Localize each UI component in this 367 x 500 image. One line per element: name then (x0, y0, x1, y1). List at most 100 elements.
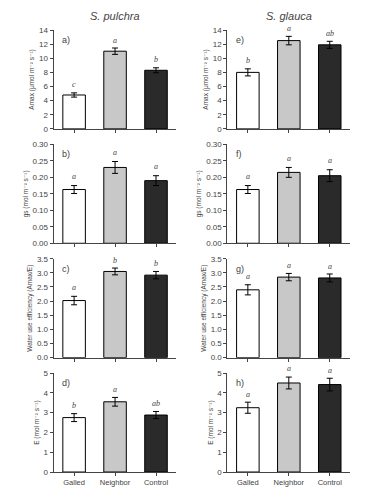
svg-text:a: a (72, 283, 76, 292)
svg-text:b: b (113, 256, 117, 265)
svg-text:0.20: 0.20 (206, 173, 222, 182)
svg-text:a: a (113, 36, 117, 45)
svg-text:a: a (328, 366, 332, 375)
svg-text:b): b) (62, 149, 70, 159)
svg-text:2.5: 2.5 (37, 283, 49, 292)
svg-text:Water use efficiency (Amax/E): Water use efficiency (Amax/E) (200, 265, 208, 352)
svg-text:2: 2 (217, 111, 222, 120)
svg-text:0: 0 (217, 468, 222, 477)
svg-text:0.25: 0.25 (206, 157, 222, 166)
svg-text:a: a (328, 156, 332, 165)
svg-text:b: b (154, 259, 158, 268)
svg-text:S. pulchra: S. pulchra (90, 10, 140, 22)
svg-text:ab: ab (152, 399, 160, 408)
svg-text:0.00: 0.00 (32, 239, 48, 248)
svg-text:12: 12 (213, 40, 222, 49)
svg-text:2.0: 2.0 (37, 297, 49, 306)
svg-text:5: 5 (217, 369, 222, 378)
svg-text:4: 4 (217, 96, 222, 105)
svg-text:0.30: 0.30 (32, 140, 48, 149)
svg-text:h): h) (236, 378, 244, 388)
svg-text:4: 4 (44, 96, 49, 105)
svg-text:a: a (246, 172, 250, 181)
svg-text:E (mol m⁻² s⁻¹): E (mol m⁻² s⁻¹) (33, 400, 41, 444)
svg-text:1.0: 1.0 (211, 325, 223, 334)
svg-text:d): d) (62, 378, 70, 388)
svg-text:0: 0 (44, 468, 49, 477)
svg-text:0.0: 0.0 (211, 353, 223, 362)
svg-text:Water use efficiency (Amax/E): Water use efficiency (Amax/E) (26, 265, 34, 352)
svg-text:3.5: 3.5 (211, 255, 223, 264)
svg-text:Amax (μmol m⁻² s⁻¹): Amax (μmol m⁻² s⁻¹) (28, 49, 36, 109)
svg-text:a: a (113, 148, 117, 157)
svg-text:Neighbor: Neighbor (100, 478, 131, 487)
svg-text:Galled: Galled (63, 478, 85, 487)
svg-text:a: a (328, 262, 332, 271)
svg-text:0.05: 0.05 (206, 223, 222, 232)
svg-text:gs (mol m⁻² s⁻¹): gs (mol m⁻² s⁻¹) (195, 170, 203, 217)
svg-text:1.0: 1.0 (37, 325, 49, 334)
svg-text:S. glauca: S. glauca (266, 10, 312, 22)
svg-text:1.5: 1.5 (211, 311, 223, 320)
svg-text:0.15: 0.15 (32, 190, 48, 199)
svg-text:4: 4 (217, 389, 222, 398)
svg-text:b: b (246, 56, 250, 65)
svg-text:3: 3 (44, 408, 49, 417)
svg-text:a: a (246, 272, 250, 281)
svg-text:b: b (154, 55, 158, 64)
svg-text:a: a (287, 154, 291, 163)
svg-text:gs (mol m⁻² s⁻¹): gs (mol m⁻² s⁻¹) (22, 170, 30, 217)
svg-text:c): c) (62, 264, 70, 274)
svg-text:0.10: 0.10 (206, 206, 222, 215)
svg-text:0.25: 0.25 (32, 157, 48, 166)
svg-text:c: c (72, 80, 76, 89)
svg-text:Control: Control (144, 478, 169, 487)
svg-text:a: a (287, 261, 291, 270)
svg-text:0.20: 0.20 (32, 173, 48, 182)
svg-text:1.5: 1.5 (37, 311, 49, 320)
svg-text:Amax (μmol m⁻² s⁻¹): Amax (μmol m⁻² s⁻¹) (202, 49, 210, 109)
svg-text:1: 1 (44, 448, 49, 457)
svg-text:8: 8 (217, 68, 222, 77)
svg-text:2.5: 2.5 (211, 283, 223, 292)
svg-text:0.5: 0.5 (211, 339, 223, 348)
svg-text:a: a (113, 385, 117, 394)
svg-text:2: 2 (44, 428, 49, 437)
svg-text:g): g) (236, 264, 244, 274)
svg-text:b: b (72, 401, 76, 410)
svg-text:a): a) (62, 35, 70, 45)
svg-text:3.0: 3.0 (211, 269, 223, 278)
svg-text:3: 3 (217, 408, 222, 417)
svg-text:E (mol m⁻² s⁻¹): E (mol m⁻² s⁻¹) (207, 400, 215, 444)
svg-text:a: a (154, 162, 158, 171)
svg-text:f): f) (236, 149, 242, 159)
svg-text:1: 1 (217, 448, 222, 457)
svg-text:2: 2 (217, 428, 222, 437)
svg-text:6: 6 (217, 82, 222, 91)
svg-text:0: 0 (217, 125, 222, 134)
svg-text:0.0: 0.0 (37, 353, 49, 362)
svg-text:a: a (72, 172, 76, 181)
svg-text:0.30: 0.30 (206, 140, 222, 149)
svg-text:8: 8 (44, 68, 49, 77)
svg-text:0.05: 0.05 (32, 223, 48, 232)
svg-text:10: 10 (39, 54, 48, 63)
svg-text:3.0: 3.0 (37, 269, 49, 278)
svg-text:14: 14 (39, 26, 48, 35)
svg-text:a: a (287, 364, 291, 373)
svg-text:e): e) (236, 35, 244, 45)
svg-text:6: 6 (44, 82, 49, 91)
svg-text:0.15: 0.15 (206, 190, 222, 199)
svg-text:a: a (246, 390, 250, 399)
svg-text:2.0: 2.0 (211, 297, 223, 306)
svg-text:a: a (287, 24, 291, 33)
svg-text:Galled: Galled (237, 478, 259, 487)
svg-text:2: 2 (44, 111, 49, 120)
svg-text:10: 10 (213, 54, 222, 63)
svg-text:Control: Control (318, 478, 343, 487)
svg-text:Neighbor: Neighbor (274, 478, 305, 487)
svg-text:14: 14 (213, 26, 222, 35)
svg-text:0.10: 0.10 (32, 206, 48, 215)
svg-text:0.00: 0.00 (206, 239, 222, 248)
svg-text:4: 4 (44, 389, 49, 398)
